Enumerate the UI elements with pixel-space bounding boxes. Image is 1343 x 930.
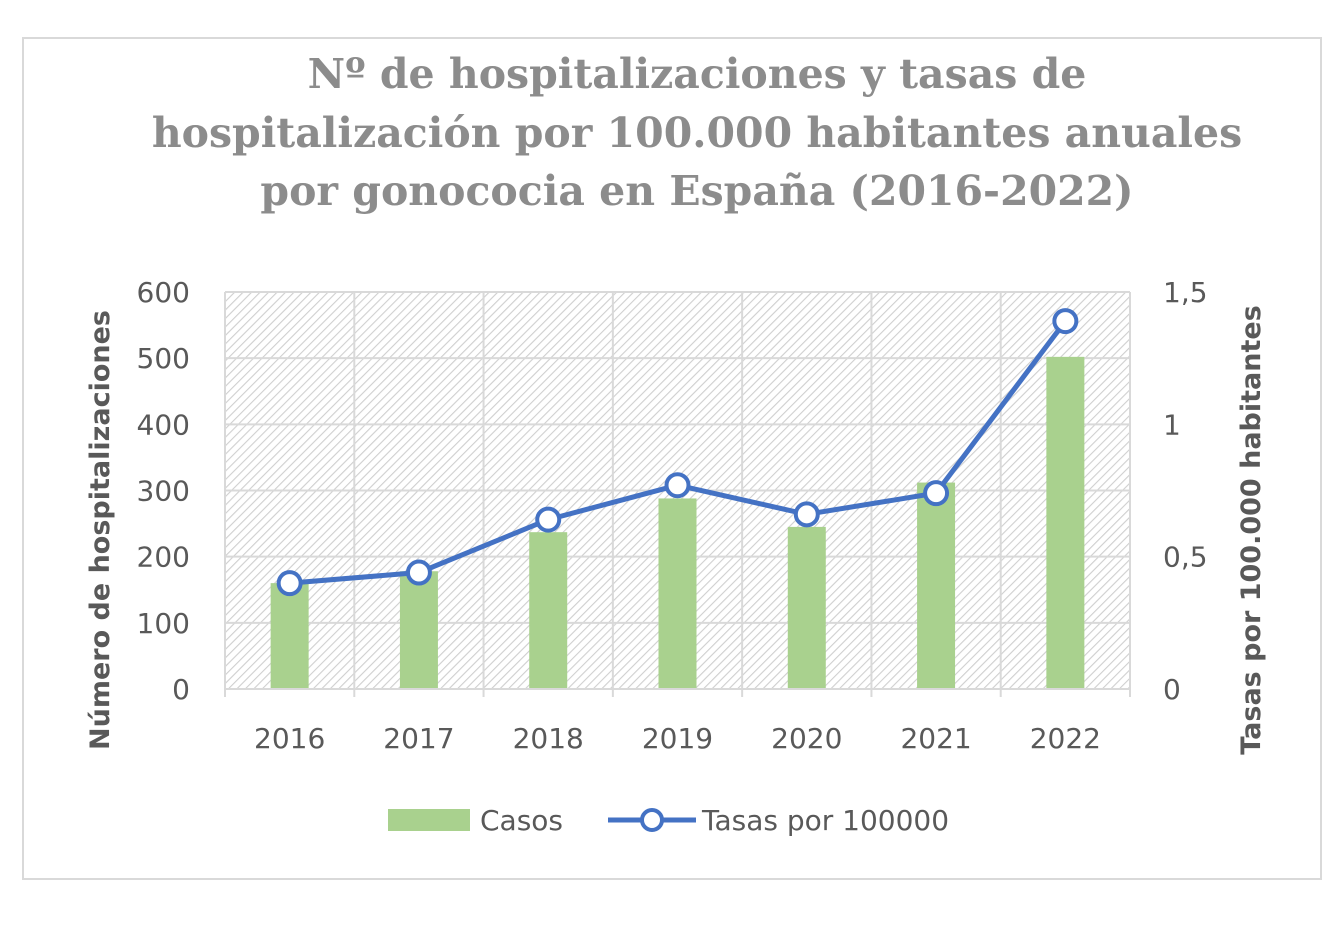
bar-2017 [399, 571, 438, 689]
point-2020 [793, 501, 820, 528]
chart-title-line-3: por gonococia en España (2016-2022) [260, 167, 1133, 215]
point-2018 [535, 506, 562, 533]
x-tick-label-2016: 2016 [254, 722, 325, 755]
legend-label-tasas: Tasas por 100000 [701, 804, 949, 837]
point-2021 [923, 480, 950, 507]
legend-label-casos: Casos [480, 804, 563, 837]
bar-2019 [658, 498, 697, 689]
bar-2021 [917, 482, 956, 689]
legend: Casos Tasas por 100000 [388, 804, 949, 837]
point-2022 [1052, 308, 1079, 335]
y-axis-title: Número de hospitalizaciones [85, 310, 116, 750]
chart-title-line-1: Nº de hospitalizaciones y tasas de [308, 50, 1087, 98]
point-2016 [276, 570, 303, 597]
bar-2022 [1046, 356, 1085, 689]
bar-series-casos [270, 356, 1085, 689]
y-tick-label: 100 [137, 607, 190, 640]
x-tick-label-2019: 2019 [642, 722, 713, 755]
y-tick-label: 500 [137, 342, 190, 375]
y2-axis-title: Tasas por 100.000 habitantes [1236, 305, 1267, 755]
bar-2018 [529, 532, 568, 689]
x-tick-label-2022: 2022 [1030, 722, 1101, 755]
chart-title-line-2: hospitalización por 100.000 habitantes a… [152, 109, 1242, 157]
point-2017 [405, 559, 432, 586]
y-tick-label: 200 [137, 541, 190, 574]
y2-tick-label: 1,5 [1163, 276, 1208, 309]
y-tick-label: 300 [137, 475, 190, 508]
y-tick-label: 400 [137, 408, 190, 441]
legend-marker-tasas [640, 808, 664, 832]
bar-2020 [787, 526, 826, 689]
x-tick-label-2021: 2021 [900, 722, 971, 755]
y2-tick-label: 0 [1163, 673, 1181, 706]
bar-2016 [270, 583, 309, 689]
y2-tick-label: 0,5 [1163, 541, 1208, 574]
x-tick-label-2020: 2020 [771, 722, 842, 755]
y-tick-label: 0 [172, 673, 190, 706]
x-tick-label-2018: 2018 [513, 722, 584, 755]
point-2019 [664, 472, 691, 499]
x-tick-label-2017: 2017 [383, 722, 454, 755]
legend-swatch-casos [388, 809, 470, 831]
axes: 2016 2017 2018 2019 2020 2021 2022 0 100 200 300 40… [137, 276, 1208, 755]
line-series-tasas [276, 308, 1079, 597]
y2-tick-label: 1 [1163, 408, 1181, 441]
y-tick-label: 600 [137, 276, 190, 309]
